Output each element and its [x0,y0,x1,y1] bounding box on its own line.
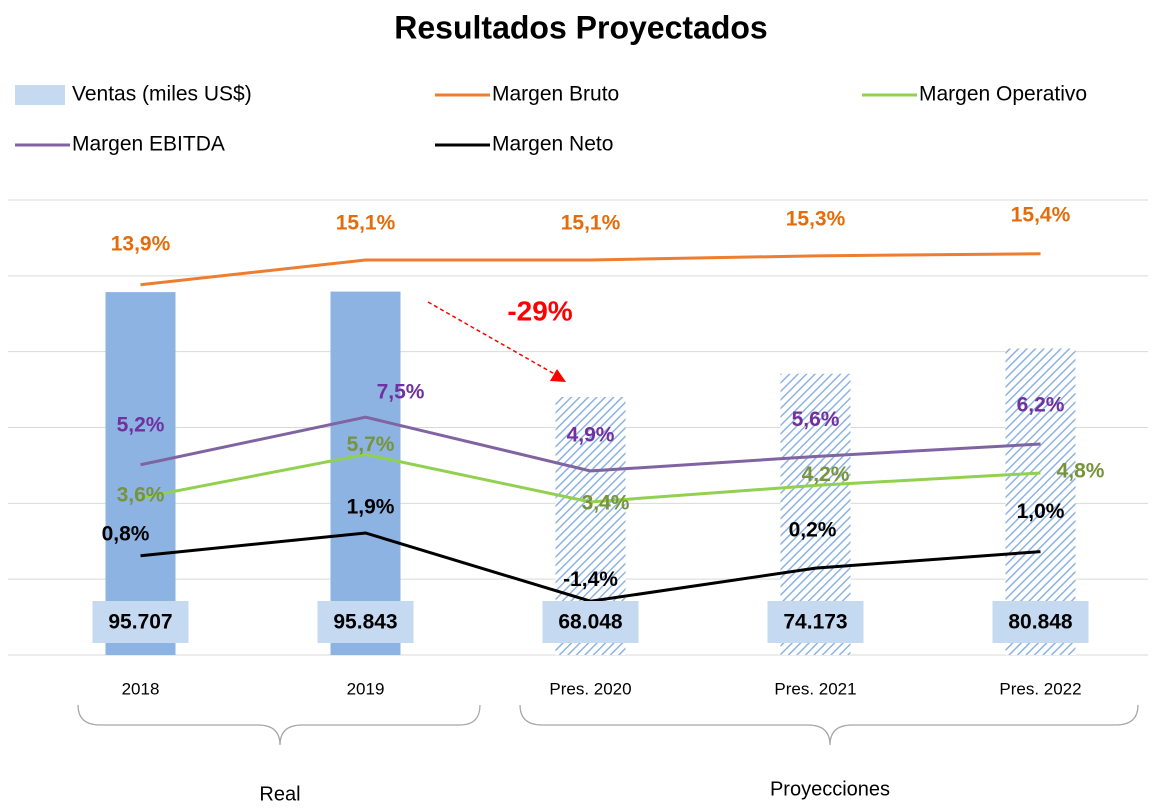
group-label: Proyecciones [770,778,890,800]
value-label: 13,9% [111,232,171,255]
value-label: 15,1% [561,212,621,235]
value-label: 95.707 [108,611,172,634]
value-label: 4,9% [567,423,615,446]
value-label: 15,1% [336,212,396,235]
value-label-box [767,601,864,643]
bar [330,291,401,655]
legend-label: Margen Bruto [492,83,619,106]
legend-label: Margen Neto [492,133,613,156]
value-label: 80.848 [1008,611,1073,634]
chart-title: Resultados Proyectados [394,9,767,45]
value-label: 95.843 [333,611,397,634]
legend-label: Margen Operativo [919,83,1087,106]
group-label: Real [259,783,300,805]
value-label: 15,4% [1011,203,1071,226]
annotation-arrow [427,301,559,377]
value-label: 0,8% [102,522,150,545]
legend-label: Margen EBITDA [72,133,225,156]
value-label: 1,0% [1017,500,1065,523]
value-label: 68.048 [558,611,623,634]
value-label: 3,6% [117,483,165,506]
value-label: 74.173 [783,611,847,634]
value-label: 15,3% [786,207,846,230]
value-label: 5,7% [347,433,395,456]
value-label: 0,2% [789,519,837,542]
value-label: 3,4% [582,492,630,515]
x-tick-label: Pres. 2021 [774,679,856,698]
value-label: 5,2% [117,413,165,436]
bar [105,292,176,655]
x-tick-label: Pres. 2022 [999,679,1081,698]
value-label-box [542,601,639,643]
value-label: -1,4% [563,568,618,591]
group-bracket [77,704,481,746]
x-tick-label: 2018 [122,679,160,698]
value-label: 6,2% [1017,394,1065,417]
value-label: 4,8% [1057,460,1105,483]
value-label-box [992,601,1089,643]
line [140,452,1041,504]
x-tick-label: Pres. 2020 [549,679,631,698]
line [140,252,1041,287]
group-bracket [519,704,1139,746]
line [140,415,1041,473]
value-label: 1,9% [347,496,395,519]
value-label: 5,6% [792,408,840,431]
value-label: 4,2% [802,463,850,486]
legend-swatch [15,85,65,105]
value-label: 7,5% [377,381,425,404]
arrow-head [550,369,566,382]
annotation: -29% [507,295,572,326]
value-label-box [92,601,189,643]
x-tick-label: 2019 [347,679,385,698]
legend-label: Ventas (miles US$) [72,83,252,106]
value-label-box [317,601,414,643]
